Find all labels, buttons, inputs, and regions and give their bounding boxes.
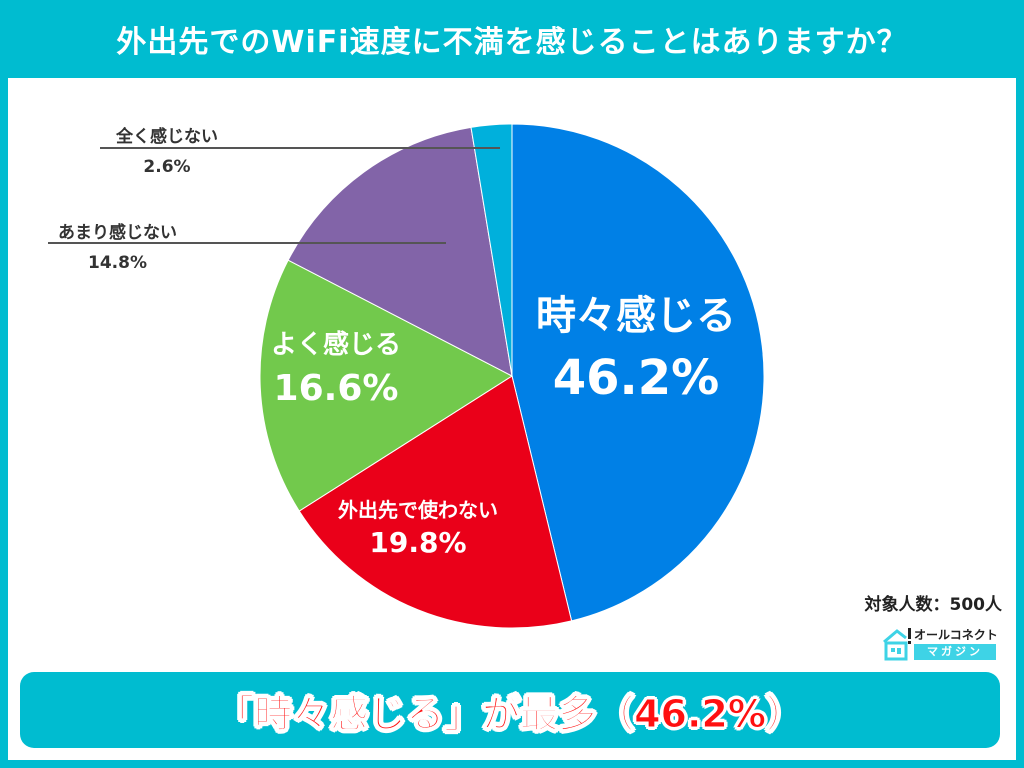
callout-amari: あまり感じない 14.8%: [58, 218, 177, 273]
pie-slice: [298, 375, 573, 629]
pie-slice: [470, 123, 513, 377]
pie-slice: [287, 126, 513, 377]
slice-label-tokidoki-value: 46.2%: [552, 350, 720, 406]
chart-title: 外出先でのWiFi速度に不満を感じることはありますか？: [116, 25, 908, 60]
pie-chart: [48, 123, 765, 629]
slice-label-tokidoki: 時々感じる 46.2%: [516, 292, 756, 408]
summary-banner-text: 「時々感じる」が最多（46.2%）: [216, 691, 805, 736]
callout-zenzen-value: 2.6%: [143, 157, 191, 177]
callout-zenzen: 全く感じない 2.6%: [116, 122, 218, 177]
pie-slice: [259, 259, 514, 512]
slice-label-tokidoki-name: 時々感じる: [536, 293, 736, 339]
slice-label-yoku-name: よく感じる: [270, 330, 401, 360]
callout-zenzen-label: 全く感じない: [116, 127, 218, 147]
summary-banner: 「時々感じる」が最多（46.2%）: [20, 672, 1000, 748]
slice-label-tsukawanai-value: 19.8%: [369, 526, 467, 559]
logo-text-top: オールコネクト: [914, 628, 998, 642]
slice-label-tsukawanai-name: 外出先で使わない: [338, 498, 498, 522]
slice-label-yoku: よく感じる 16.6%: [266, 330, 406, 410]
logo: オールコネクト マガジン: [882, 626, 1002, 662]
logo-text-bottom: マガジン: [914, 644, 996, 660]
callout-amari-label: あまり感じない: [58, 223, 177, 243]
house-logo-icon: [883, 628, 911, 661]
chart-panel: 全く感じない 2.6% あまり感じない 14.8% 時々感じる 46.2% よく…: [8, 78, 1016, 760]
pie-slices: [259, 123, 765, 629]
slice-label-tsukawanai: 外出先で使わない 19.8%: [308, 498, 528, 560]
slice-label-yoku-value: 16.6%: [273, 368, 399, 410]
sample-size: 対象人数：500人: [864, 595, 1003, 615]
callout-amari-value: 14.8%: [88, 253, 147, 273]
pie-slice: [511, 123, 765, 622]
